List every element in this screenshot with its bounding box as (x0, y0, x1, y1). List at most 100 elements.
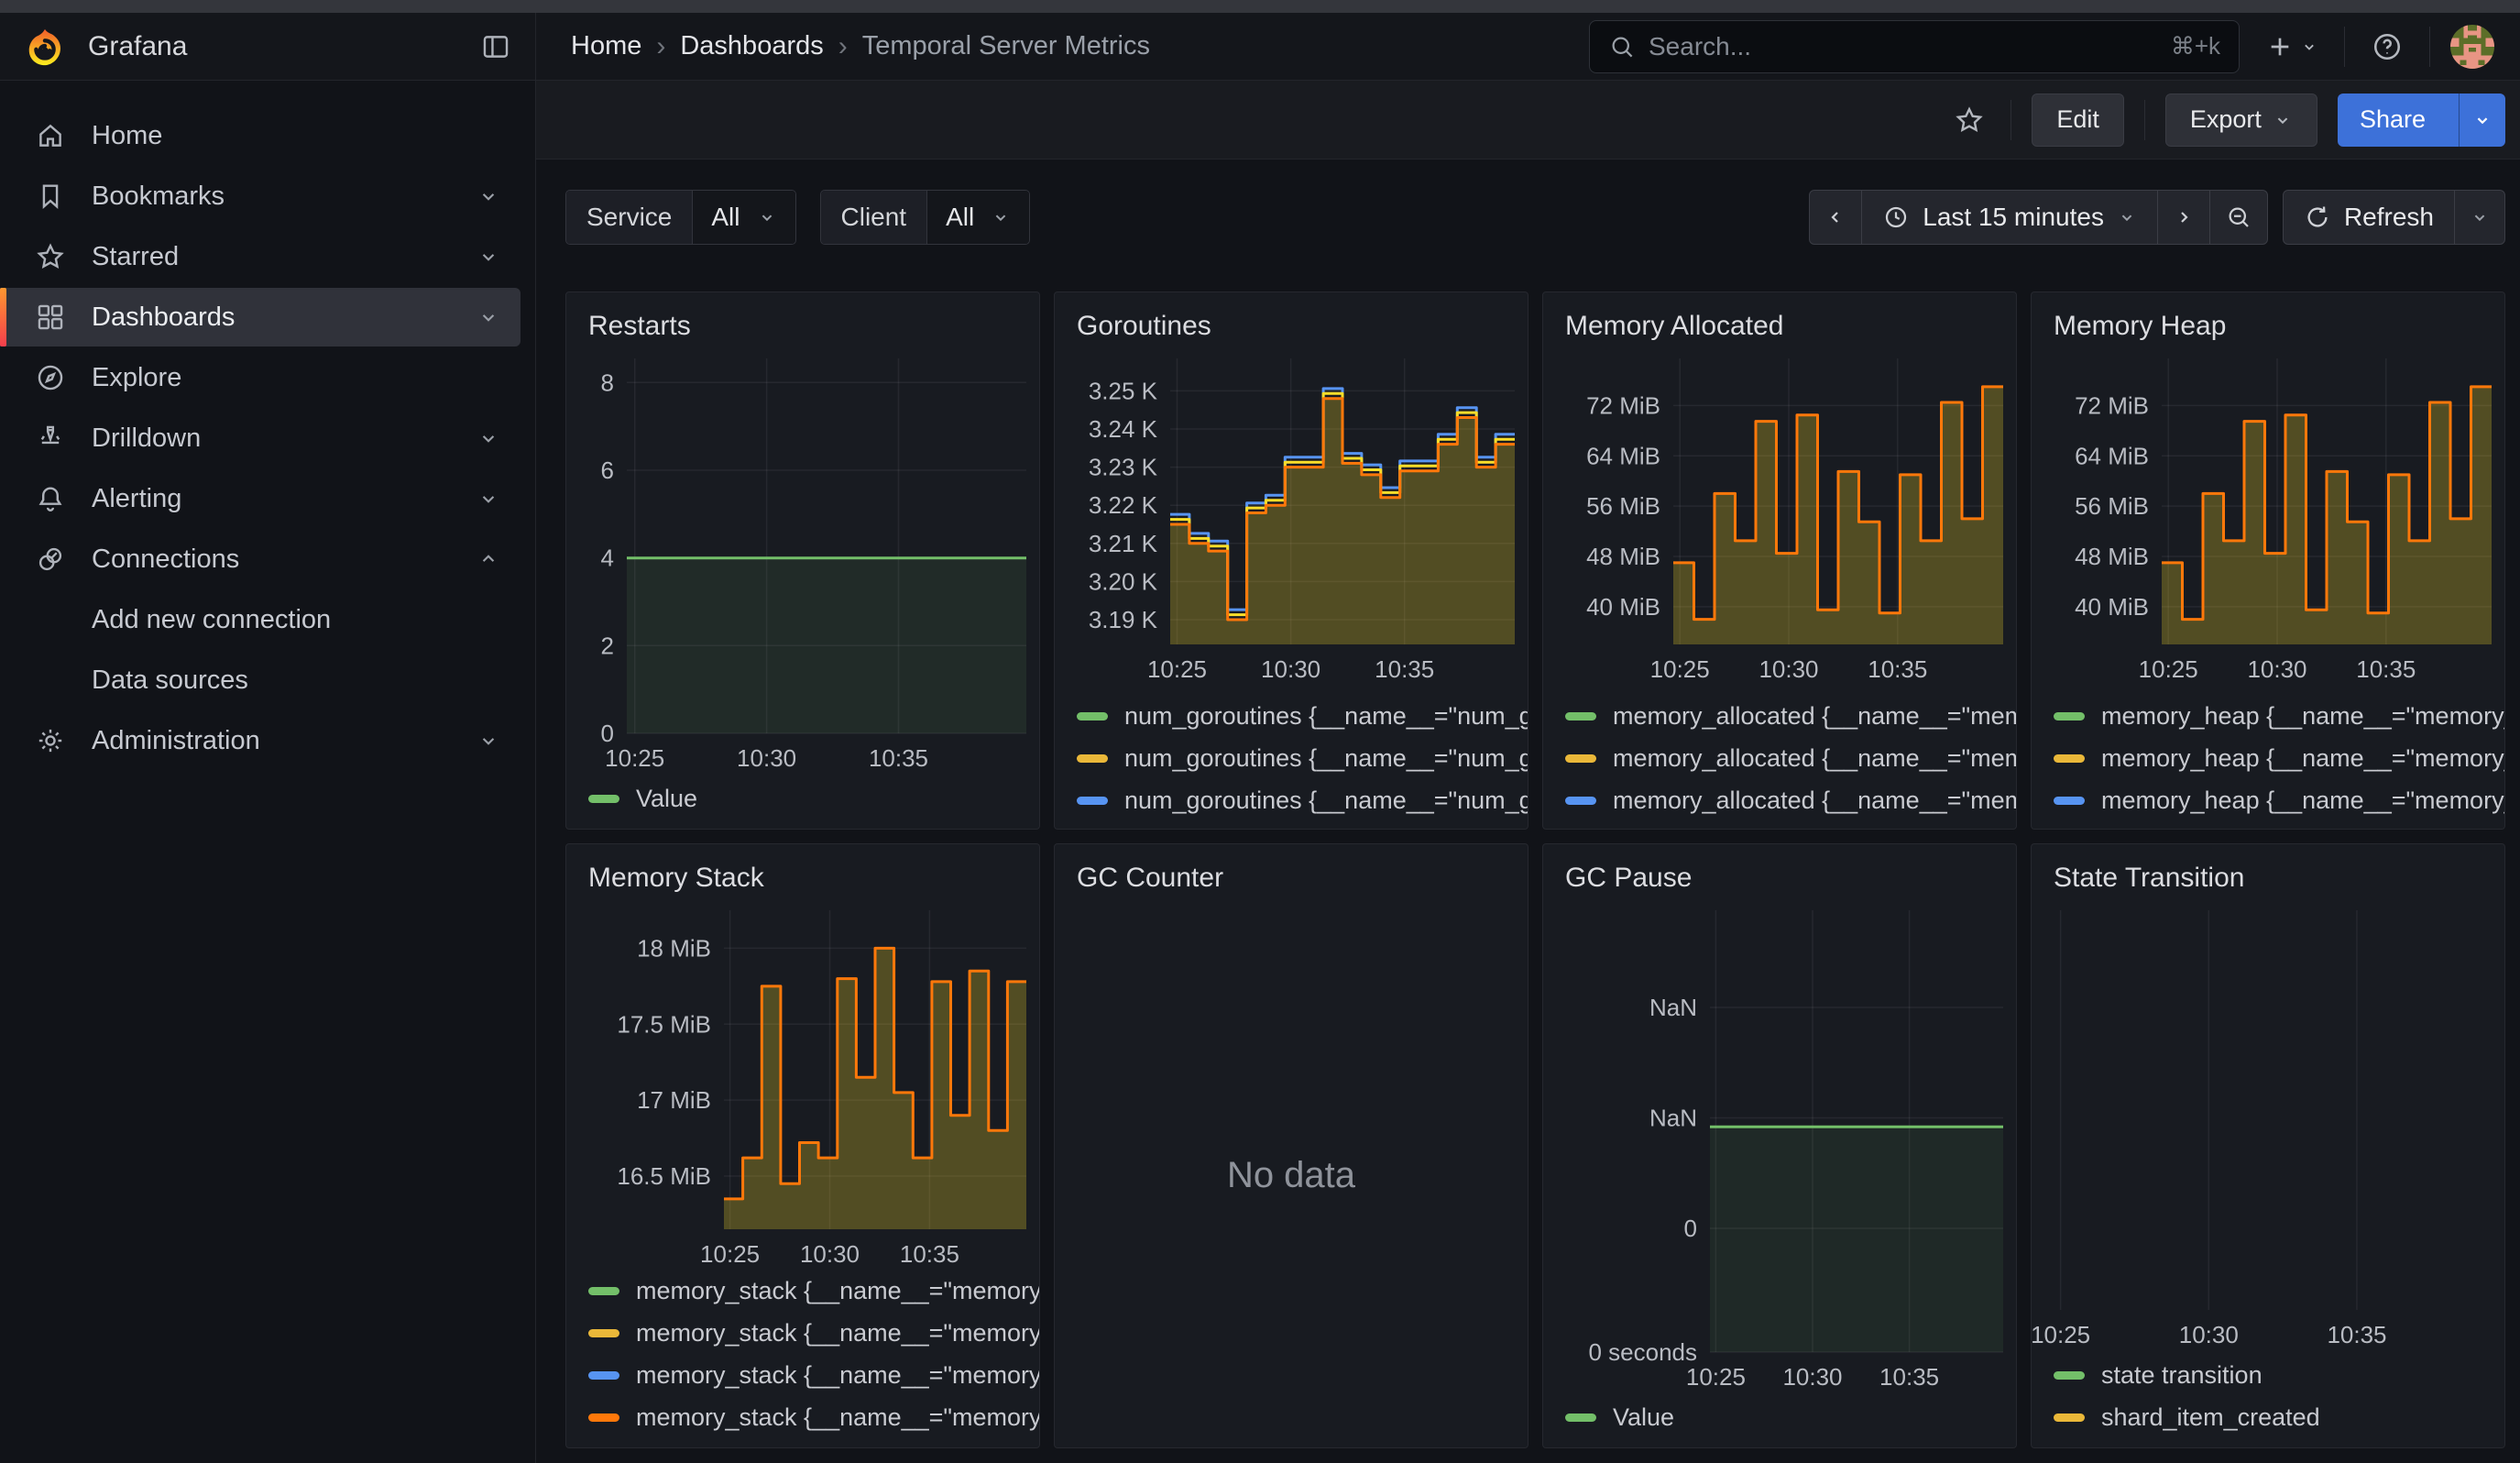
panel-title[interactable]: GC Pause (1543, 844, 2016, 903)
legend-item[interactable]: memory_stack {__name__="memory_s (588, 1396, 1039, 1438)
panel-legend: memory_stack {__name__="memory_smemory_s… (566, 1266, 1039, 1447)
time-range-picker[interactable]: Last 15 minutes (1862, 191, 2158, 244)
legend-item[interactable]: memory_allocated {__name__="memo (1565, 695, 2016, 737)
sidebar-item-data-sources[interactable]: Data sources (0, 651, 520, 710)
y-tick-label: 48 MiB (2075, 543, 2149, 570)
panel-title[interactable]: State Transition (2032, 844, 2504, 903)
legend-item[interactable]: state transition (2054, 1354, 2504, 1396)
navbar-divider (2429, 27, 2430, 67)
refresh-button[interactable]: Refresh (2284, 191, 2455, 244)
legend-item[interactable]: Value (1565, 1396, 2016, 1438)
y-tick-label: 0 (1684, 1215, 1697, 1242)
legend-item[interactable]: memory_heap {__name__="memory_h (2054, 779, 2504, 821)
legend-item[interactable]: memory_allocated {__name__="memo (1565, 737, 2016, 779)
panel-body-memory_allocated: 72 MiB64 MiB56 MiB48 MiB40 MiB10:2510:30… (1543, 351, 2016, 691)
chart-goroutines[interactable]: 3.25 K3.24 K3.23 K3.22 K3.21 K3.20 K3.19… (1055, 351, 1528, 685)
legend-item[interactable]: Value (588, 777, 1039, 820)
chevron-down-icon[interactable] (477, 184, 500, 208)
sidebar-item-drilldown[interactable]: Drilldown (0, 409, 520, 468)
navbar-main: Home›Dashboards›Temporal Server Metrics … (536, 13, 2520, 80)
sidebar-item-bookmarks[interactable]: Bookmarks (0, 167, 520, 226)
chart-restarts[interactable]: 8642010:2510:3010:35 (566, 351, 1039, 774)
panel-title[interactable]: Goroutines (1055, 292, 1528, 351)
x-tick-label: 10:25 (2031, 1321, 2090, 1348)
sidebar-item-label: Drilldown (92, 424, 201, 454)
sidebar-item-connections[interactable]: Connections (0, 530, 520, 588)
sidebar-item-home[interactable]: Home (0, 106, 520, 165)
panel-body-goroutines: 3.25 K3.24 K3.23 K3.22 K3.21 K3.20 K3.19… (1055, 351, 1528, 691)
help-icon[interactable] (2365, 25, 2409, 69)
x-tick-label: 10:35 (1375, 655, 1434, 683)
x-tick-label: 10:35 (1879, 1363, 1939, 1391)
sidebar-item-explore[interactable]: Explore (0, 348, 520, 407)
legend-item[interactable]: memory_heap {__name__="memory_h (2054, 737, 2504, 779)
x-tick-label: 10:25 (605, 744, 664, 772)
chart-gc_pause[interactable]: NaNNaN00 seconds10:2510:3010:35 (1543, 903, 2016, 1392)
breadcrumb-item[interactable]: Dashboards (680, 31, 823, 61)
y-tick-label: 40 MiB (2075, 593, 2149, 621)
legend-item[interactable]: num_goroutines {__name__="num_go (1077, 737, 1528, 779)
edit-button[interactable]: Edit (2032, 94, 2124, 147)
share-menu-button[interactable] (2459, 94, 2505, 147)
sidebar-item-add-new-connection[interactable]: Add new connection (0, 590, 520, 649)
chart-memory_stack[interactable]: 18 MiB17.5 MiB17 MiB16.5 MiB10:2510:3010… (566, 903, 1039, 1270)
y-tick-label: 8 (601, 368, 614, 396)
grafana-logo-icon[interactable] (24, 26, 66, 68)
chart-memory_allocated[interactable]: 72 MiB64 MiB56 MiB48 MiB40 MiB10:2510:30… (1543, 351, 2016, 685)
legend-item[interactable]: num_goroutines {__name__="num_go (1077, 695, 1528, 737)
chevron-down-icon[interactable] (477, 729, 500, 753)
legend-item[interactable]: shard_item_created (2054, 1396, 2504, 1438)
legend-item[interactable]: memory_allocated {__name__="memo (1565, 821, 2016, 829)
legend-item[interactable]: memory_stack {__name__="memory_s (588, 1354, 1039, 1396)
user-avatar[interactable] (2450, 25, 2494, 69)
refresh-interval-button[interactable] (2455, 191, 2504, 244)
legend-item[interactable]: num_goroutines {__name__="num_go (1077, 821, 1528, 829)
panel-restarts: Restarts8642010:2510:3010:35Value (565, 292, 1040, 830)
sidebar-item-administration[interactable]: Administration (0, 711, 520, 770)
sidebar-item-label: Administration (92, 726, 260, 756)
sidebar-item-dashboards[interactable]: Dashboards (0, 288, 520, 346)
y-tick-label: 64 MiB (1586, 442, 1660, 469)
client-variable-select[interactable]: Client All (820, 190, 1031, 245)
chevron-up-icon[interactable] (477, 547, 500, 571)
legend-item[interactable]: num_goroutines {__name__="num_go (1077, 779, 1528, 821)
breadcrumb-separator: › (838, 31, 848, 62)
zoom-out-time-button[interactable] (2210, 191, 2267, 244)
x-tick-label: 10:30 (1759, 655, 1818, 683)
chevron-down-icon[interactable] (477, 426, 500, 450)
panel-title[interactable]: Memory Stack (566, 844, 1039, 903)
chart-state_transition[interactable]: 10:2510:3010:35 (2032, 903, 2504, 1350)
sidebar-item-starred[interactable]: Starred (0, 227, 520, 286)
search-input[interactable]: Search... ⌘+k (1589, 20, 2240, 73)
chevron-down-icon[interactable] (477, 487, 500, 511)
dock-sidebar-icon[interactable] (480, 31, 511, 62)
drilldown-icon (35, 423, 66, 454)
export-button[interactable]: Export (2165, 94, 2317, 147)
breadcrumb-item[interactable]: Home (571, 31, 641, 61)
share-button[interactable]: Share (2338, 94, 2448, 147)
panel-title[interactable]: Memory Allocated (1543, 292, 2016, 351)
panel-legend: Value (1543, 1392, 2016, 1447)
sidebar-item-alerting[interactable]: Alerting (0, 469, 520, 528)
legend-item[interactable]: memory_stack {__name__="memory_s (588, 1312, 1039, 1354)
legend-item[interactable]: memory_stack {__name__="memory_s (588, 1270, 1039, 1312)
chart-memory_heap[interactable]: 72 MiB64 MiB56 MiB48 MiB40 MiB10:2510:30… (2032, 351, 2504, 685)
x-tick-label: 10:35 (2356, 655, 2416, 683)
time-shift-forward-button[interactable] (2158, 191, 2210, 244)
legend-swatch-icon (2054, 712, 2085, 720)
time-shift-back-button[interactable] (1810, 191, 1862, 244)
legend-item[interactable]: memory_allocated {__name__="memo (1565, 779, 2016, 821)
service-variable-select[interactable]: Service All (565, 190, 796, 245)
legend-item[interactable]: memory_heap {__name__="memory_h (2054, 695, 2504, 737)
panel-title[interactable]: Memory Heap (2032, 292, 2504, 351)
legend-label: memory_stack {__name__="memory_s (636, 1361, 1039, 1390)
chevron-down-icon[interactable] (477, 245, 500, 269)
panel-title[interactable]: Restarts (566, 292, 1039, 351)
chevron-down-icon[interactable] (477, 305, 500, 329)
panel-title[interactable]: GC Counter (1055, 844, 1528, 903)
star-dashboard-button[interactable] (1948, 99, 1990, 141)
x-tick-label: 10:35 (900, 1240, 959, 1268)
refresh-icon (2304, 204, 2331, 231)
add-button[interactable] (2260, 27, 2324, 67)
legend-item[interactable]: memory_heap {__name__="memory_h (2054, 821, 2504, 829)
